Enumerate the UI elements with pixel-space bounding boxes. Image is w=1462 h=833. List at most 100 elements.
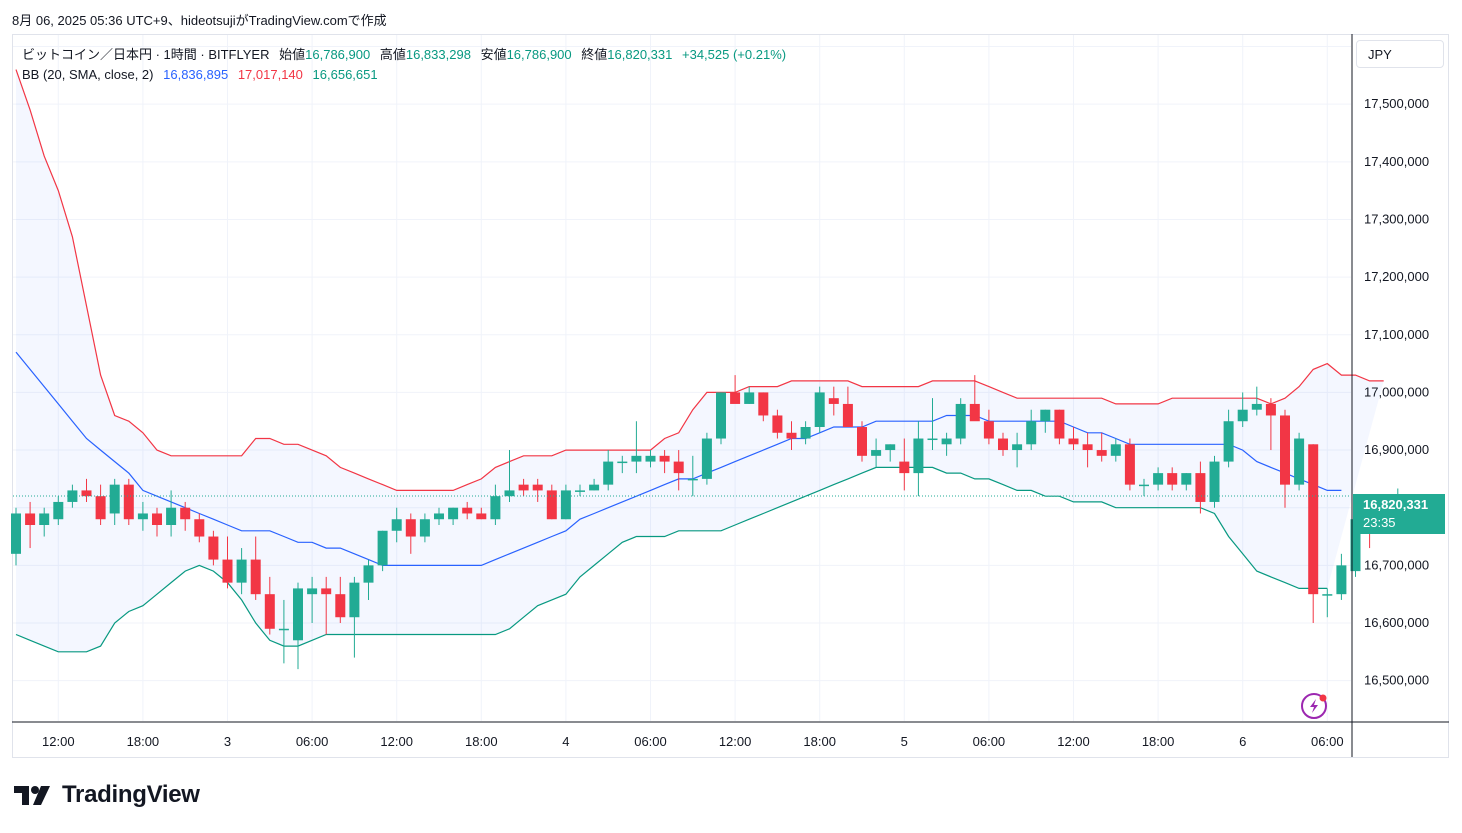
candle-body [1280, 415, 1290, 485]
ohlc-row: ビットコイン／日本円 · 1時間 · BITFLYER 始値16,786,900… [22, 45, 786, 65]
price-tick-label: 16,600,000 [1364, 615, 1429, 630]
candle-body [1308, 444, 1319, 595]
candle-body [800, 427, 811, 439]
candle-down [1096, 432, 1107, 462]
candle-down [758, 392, 769, 422]
time-tick-label: 6 [1239, 734, 1246, 749]
candle-body [871, 450, 882, 456]
candle-body [1082, 444, 1093, 451]
bb-row: BB (20, SMA, close, 2) 16,836,895 17,017… [22, 65, 786, 85]
time-tick-label: 18:00 [1142, 734, 1175, 749]
candle-body [349, 582, 360, 618]
candle-body [264, 594, 275, 629]
candle-body [758, 392, 769, 416]
candle-up [419, 513, 430, 543]
candle-up [109, 478, 120, 525]
brand-logo[interactable]: TradingView [14, 781, 200, 809]
bb-upper-value: 17,017,140 [237, 67, 303, 82]
price-tick-label: 16,700,000 [1364, 557, 1429, 572]
bb-lower-value: 16,656,651 [312, 67, 378, 82]
candle-up [955, 398, 966, 445]
candle-body [659, 455, 670, 462]
candle-body [152, 513, 162, 525]
bb-indicator-label[interactable]: BB (20, SMA, close, 2) [22, 67, 154, 82]
candle-body [842, 403, 853, 427]
candle-up [1336, 553, 1347, 600]
candle-down [321, 576, 332, 635]
lightning-icon[interactable] [1301, 693, 1327, 719]
candle-body [701, 438, 712, 479]
candle-body [67, 490, 78, 502]
candle-down [476, 507, 487, 520]
candle-body [1012, 444, 1023, 451]
candle-body [828, 398, 839, 404]
candle-down [405, 513, 416, 554]
candle-body [1195, 473, 1206, 502]
candle-body [631, 455, 642, 462]
candle-down [152, 507, 162, 537]
close-label: 終値 [581, 47, 608, 62]
candle-down [1265, 398, 1276, 451]
candle-body [730, 392, 741, 404]
bb-band-fill [16, 69, 1384, 652]
candle-up [603, 450, 614, 491]
candle-body [1096, 450, 1107, 456]
time-tick-label: 18:00 [127, 734, 160, 749]
candle-down [1308, 444, 1319, 623]
candle-up [11, 507, 21, 566]
candle-body [53, 501, 64, 520]
candle-body [405, 519, 416, 537]
currency-button[interactable]: JPY [1356, 40, 1444, 68]
candle-body [39, 513, 50, 525]
time-tick-label: 12:00 [380, 734, 413, 749]
candle-down [1082, 432, 1093, 468]
candle-down [180, 501, 191, 531]
candle-body [603, 461, 614, 485]
candle-body [321, 588, 332, 595]
candle-down [95, 484, 106, 525]
candle-body [1181, 473, 1192, 485]
price-tick-label: 16,500,000 [1364, 673, 1429, 688]
candle-body [25, 513, 36, 525]
open-value: 16,786,900 [305, 47, 371, 62]
candle-up [307, 576, 318, 623]
candle-body [1124, 444, 1135, 485]
time-tick-label: 12:00 [719, 734, 752, 749]
candle-down [1280, 409, 1290, 508]
candle-down [786, 421, 797, 451]
candle-body [434, 513, 444, 520]
candle-body [899, 461, 910, 474]
candle-up [1139, 478, 1149, 497]
candle-up [575, 484, 585, 497]
candle-body [1209, 461, 1220, 502]
candle-up [814, 386, 825, 433]
candle-up [687, 455, 698, 497]
candle-body [645, 455, 656, 462]
candle-down [25, 501, 36, 549]
candle-up [391, 507, 402, 543]
candle-up [617, 455, 628, 474]
candle-up [800, 421, 811, 445]
candle-down [857, 421, 867, 462]
time-tick-label: 3 [224, 734, 231, 749]
candle-up [504, 450, 515, 502]
symbol-title[interactable]: ビットコイン／日本円 · 1時間 · BITFLYER [22, 47, 270, 62]
last-price-value: 16,820,331 [1363, 497, 1429, 512]
candle-up [1026, 409, 1037, 451]
candle-body [11, 513, 21, 554]
candle-up [39, 507, 50, 537]
candle-down [772, 409, 783, 439]
candle-body [1237, 409, 1248, 422]
candle-body [109, 484, 120, 514]
candle-down [1068, 427, 1079, 451]
candle-down [264, 576, 275, 635]
candle-body [716, 392, 726, 439]
price-tick-label: 17,000,000 [1364, 384, 1429, 399]
candle-body [575, 490, 585, 492]
candle-up [1209, 455, 1220, 508]
candle-down [969, 375, 980, 422]
legend: ビットコイン／日本円 · 1時間 · BITFLYER 始値16,786,900… [22, 45, 786, 85]
candle-body [1139, 484, 1149, 487]
chart-frame[interactable] [12, 34, 1449, 758]
